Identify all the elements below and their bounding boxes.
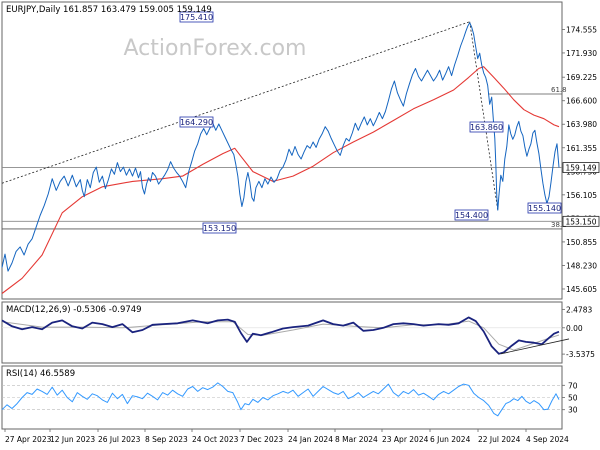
price-y-tick-label: 145.605 — [566, 285, 597, 294]
price-annotation-label: 154.400 — [455, 211, 488, 220]
macd-trendline — [500, 338, 570, 355]
x-tick-label: 8 Sep 2023 — [145, 435, 188, 444]
price-line — [1, 22, 560, 272]
price-y-tick-label: 148.230 — [566, 261, 597, 270]
price-panel-title: EURJPY,Daily 161.857 163.479 159.005 159… — [6, 5, 212, 15]
x-tick-label: 24 Oct 2023 — [192, 435, 239, 444]
axis-layer: 174.555 171.930 169.225 166.600 163.980 161.3… — [4, 25, 600, 444]
rsi-y-tick-label: 30 — [568, 406, 578, 415]
x-tick-label: 22 Jul 2024 — [478, 435, 521, 444]
moving-average-line — [1, 66, 560, 294]
rsi-line — [1, 382, 560, 417]
current-price-marker-label: 159.149 — [565, 164, 596, 173]
price-annotation-label: 164.290 — [180, 118, 213, 127]
price-y-tick-label: 161.355 — [566, 144, 597, 153]
macd-y-tick-label: -3.5375 — [566, 350, 595, 359]
price-layer: 175.410 164.290 163.860 154.400 155.140 153.1… — [1, 11, 567, 294]
macd-line — [1, 316, 560, 355]
macd-y-tick-label: 2.4783 — [566, 305, 592, 314]
price-annotation-box — [179, 11, 214, 23]
watermark-text: ActionForex.com — [124, 36, 307, 61]
price-annotation-box — [469, 121, 504, 133]
x-tick-label: 8 Mar 2024 — [335, 435, 378, 444]
fib-38-label: 38.2 — [551, 221, 567, 229]
fib-61-label: 61.8 — [551, 86, 567, 94]
price-y-tick-label: 174.555 — [566, 25, 597, 34]
support-153-marker-label: 153.150 — [565, 217, 596, 226]
current-price-marker — [562, 162, 600, 173]
price-annotation-box — [527, 202, 562, 214]
x-tick-label: 23 Apr 2024 — [382, 435, 429, 444]
price-annotation-box — [179, 116, 214, 128]
x-tick-label: 7 Dec 2023 — [240, 435, 283, 444]
macd-panel-title: MACD(12,26,9) -0.5306 -0.9749 — [6, 305, 142, 315]
price-y-tick-label: 163.980 — [566, 120, 597, 129]
price-y-tick-label: 171.930 — [566, 49, 597, 58]
price-annotation-box — [202, 222, 237, 234]
rsi-layer — [1, 382, 562, 417]
x-tick-label: 27 Apr 2023 — [5, 435, 52, 444]
x-tick-label: 26 Jul 2023 — [98, 435, 141, 444]
support-153-marker — [562, 215, 600, 227]
rsi-y-tick-label: 70 — [568, 381, 578, 390]
price-annotation-label: 163.860 — [470, 123, 503, 132]
price-y-tick-label: 166.600 — [566, 97, 597, 106]
macd-y-tick-label: 0.00 — [566, 324, 583, 333]
price-panel — [1, 1, 563, 300]
x-tick-label: 6 Jun 2024 — [430, 435, 471, 444]
x-tick-label: 24 Jan 2024 — [288, 435, 333, 444]
price-annotation-box — [454, 209, 489, 221]
price-annotation-label: 155.140 — [528, 204, 561, 213]
macd-panel — [1, 301, 563, 364]
x-tick-label: 4 Sep 2024 — [526, 435, 569, 444]
price-y-tick-label: 156.105 — [566, 191, 597, 200]
price-annotation-label: 153.150 — [203, 224, 236, 233]
price-y-tick-label: 150.855 — [566, 238, 597, 247]
price-annotation-label: 175.410 — [180, 13, 213, 22]
price-y-tick-label: 169.225 — [566, 73, 597, 82]
macd-layer — [1, 316, 570, 355]
x-tick-label: 12 Jun 2023 — [50, 435, 95, 444]
rsi-panel-title: RSI(14) 46.5589 — [6, 369, 75, 379]
rsi-y-tick-label: 50 — [568, 394, 578, 403]
long-trendline — [1, 21, 470, 184]
